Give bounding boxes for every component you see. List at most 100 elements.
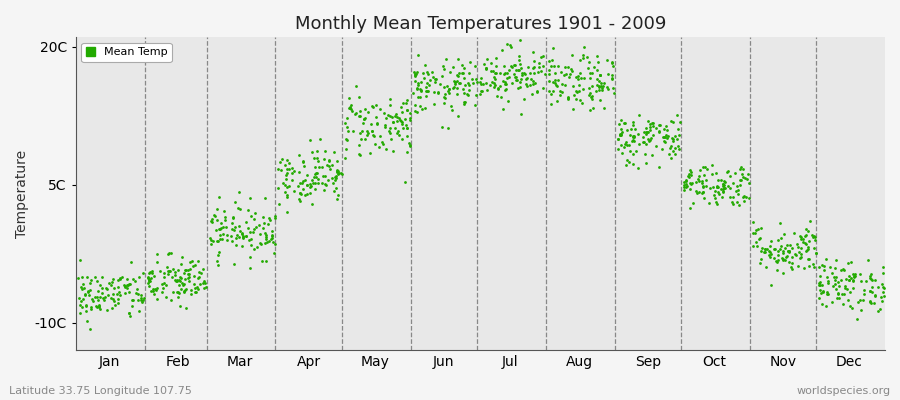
Point (150, 296, 165, 302)
Point (339, 115, 354, 121)
Point (707, 188, 722, 194)
Point (639, 128, 653, 135)
Point (247, 226, 261, 232)
Point (813, 287, 827, 294)
Point (130, 286, 144, 293)
Point (256, 219, 271, 226)
Point (122, 289, 137, 295)
Point (863, 298, 878, 304)
Point (341, 128, 356, 134)
Point (745, 230, 760, 236)
Point (683, 172, 698, 178)
Point (847, 273, 861, 280)
Point (820, 291, 834, 297)
Point (590, 52, 604, 59)
Point (98, 293, 112, 300)
Point (820, 274, 834, 280)
Point (274, 166, 288, 173)
Point (446, 84, 461, 90)
Point (476, 81, 491, 88)
Point (185, 263, 200, 270)
Point (672, 118, 687, 125)
Point (712, 191, 726, 198)
Point (86, 298, 101, 304)
Point (73, 310, 87, 316)
Point (754, 245, 769, 251)
Point (84, 304, 98, 310)
Point (705, 162, 719, 168)
Point (564, 52, 579, 58)
Point (495, 47, 509, 54)
Point (594, 80, 608, 86)
Point (267, 241, 282, 247)
Point (770, 267, 785, 274)
Point (877, 288, 891, 295)
Point (624, 126, 638, 132)
Point (268, 213, 283, 219)
Point (391, 128, 405, 134)
Point (218, 217, 232, 223)
Point (821, 291, 835, 298)
Point (605, 76, 619, 82)
Point (211, 217, 225, 223)
Point (592, 83, 607, 89)
Point (863, 273, 878, 279)
Point (413, 93, 428, 100)
Point (360, 128, 374, 134)
Point (359, 132, 374, 139)
Point (517, 70, 531, 76)
Point (101, 292, 115, 298)
Point (383, 136, 398, 142)
Point (76, 285, 91, 291)
Point (645, 119, 660, 126)
Point (141, 278, 156, 284)
Point (161, 251, 176, 257)
Point (148, 287, 163, 294)
Point (868, 293, 882, 299)
Point (168, 277, 183, 283)
Point (656, 138, 670, 144)
Point (762, 248, 777, 255)
Point (677, 182, 691, 188)
Point (282, 159, 296, 166)
Point (660, 135, 674, 142)
Point (93, 294, 107, 300)
Point (573, 57, 588, 63)
Point (105, 291, 120, 297)
Point (767, 255, 781, 261)
Point (418, 84, 433, 90)
Point (455, 70, 470, 77)
Point (508, 67, 523, 73)
Point (504, 63, 518, 69)
Point (104, 282, 118, 288)
Point (345, 107, 359, 114)
Point (315, 164, 329, 170)
Point (169, 278, 184, 284)
Point (523, 70, 537, 76)
Point (813, 279, 827, 286)
Point (771, 252, 786, 258)
Point (81, 288, 95, 295)
Point (252, 222, 266, 228)
Point (191, 275, 205, 282)
Point (338, 120, 353, 126)
Point (331, 192, 346, 198)
Point (140, 279, 155, 286)
Point (233, 206, 248, 212)
Point (157, 280, 171, 286)
Point (316, 173, 330, 179)
Point (296, 177, 310, 184)
Point (293, 191, 308, 197)
Point (212, 248, 226, 255)
Point (582, 90, 597, 96)
Point (213, 225, 228, 231)
Point (307, 154, 321, 161)
Point (473, 88, 488, 94)
Point (706, 184, 720, 190)
Point (174, 274, 188, 281)
Point (582, 107, 597, 114)
Point (557, 72, 572, 78)
Point (825, 270, 840, 276)
Point (505, 80, 519, 86)
Point (142, 283, 157, 290)
